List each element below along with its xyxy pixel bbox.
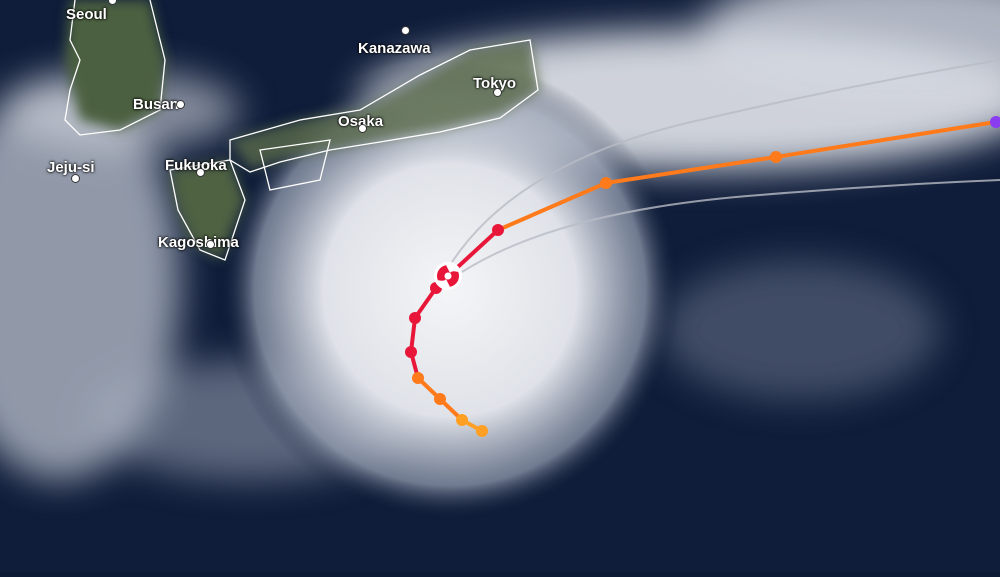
track-segment	[774, 120, 998, 159]
track-point	[600, 177, 612, 189]
track-point	[456, 414, 468, 426]
city-label-osaka: Osaka	[338, 113, 384, 130]
track-point	[770, 151, 782, 163]
city-marker	[108, 0, 117, 5]
forecast-cone-edge	[451, 59, 1000, 263]
typhoon-clouds	[220, 60, 680, 520]
city-label-fukuoka: Fukuoka	[165, 157, 227, 174]
track-point	[476, 425, 488, 437]
city-label-tokyo: Tokyo	[473, 75, 517, 92]
city-marker	[493, 88, 502, 97]
track-segment	[604, 155, 778, 185]
city-marker	[71, 174, 80, 183]
land	[65, 0, 540, 260]
city-label-seoul: Seoul	[66, 6, 107, 23]
track-segment	[413, 286, 438, 320]
city-label-kanazawa: Kanazawa	[358, 40, 431, 57]
track-segment	[496, 181, 608, 232]
storm-track	[405, 59, 1000, 437]
city-marker	[206, 240, 215, 249]
city-label-busan: Busan	[133, 96, 179, 113]
city-marker	[358, 124, 367, 133]
forecast-cone-edge	[461, 179, 1000, 273]
track-point	[412, 372, 424, 384]
track-point	[990, 116, 1000, 128]
city-marker	[196, 168, 205, 177]
track-point	[405, 346, 417, 358]
city-marker	[401, 26, 410, 35]
city-label-jeju-si: Jeju-si	[47, 159, 95, 176]
city-marker	[176, 100, 185, 109]
track-point	[434, 393, 446, 405]
track-point	[492, 224, 504, 236]
track-point	[409, 312, 421, 324]
hurricane-icon	[434, 262, 462, 290]
city-label-kagoshima: Kagoshima	[158, 234, 239, 251]
coastlines	[64, 0, 539, 261]
